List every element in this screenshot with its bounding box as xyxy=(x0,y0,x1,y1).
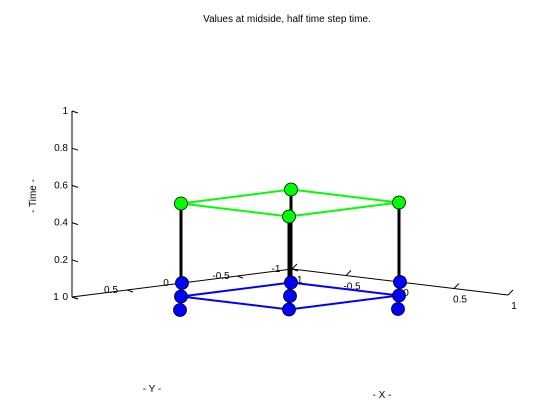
x-tick-label: -1 xyxy=(294,275,303,286)
x-axis-label: - X - xyxy=(373,390,392,401)
x-tick xyxy=(345,270,352,276)
z-tick-label: 0.6 xyxy=(54,180,68,191)
base-point xyxy=(392,288,406,303)
z-tick-label: 0.8 xyxy=(54,143,68,154)
x-tick-label: -0.5 xyxy=(343,282,361,293)
x-tick-label: 0.5 xyxy=(453,295,467,306)
base-point xyxy=(173,303,187,317)
y-tick-label: -1 xyxy=(272,264,281,275)
x-tick xyxy=(453,283,460,289)
x-tick-label: 0 xyxy=(403,288,409,299)
base-point xyxy=(174,289,188,304)
top-point xyxy=(284,182,298,197)
y-tick-label: 0.5 xyxy=(104,285,118,296)
y-tick xyxy=(236,275,244,279)
base-point xyxy=(282,302,296,317)
base-point xyxy=(283,289,297,303)
y-tick xyxy=(291,268,299,272)
x-tick-label: 1 xyxy=(511,301,517,312)
y-axis-label: - Y - xyxy=(143,384,162,395)
x-tick xyxy=(291,263,298,270)
z-axis-label: - Time - xyxy=(28,179,39,213)
chart-title: Values at midside, half time step time. xyxy=(203,14,371,25)
z-tick-label: 1 xyxy=(62,106,68,117)
top-point xyxy=(392,195,406,210)
z-tick xyxy=(71,110,79,114)
z-tick xyxy=(71,259,79,263)
base-point xyxy=(284,275,298,290)
base-point xyxy=(175,276,189,290)
base-point xyxy=(393,275,407,289)
z-tick-label: 0 xyxy=(62,292,68,303)
z-tick xyxy=(71,222,79,226)
y-tick-label: 1 xyxy=(53,292,59,303)
y-tick-label: -0.5 xyxy=(212,271,230,282)
x-tick xyxy=(507,289,514,296)
top-point xyxy=(282,209,296,224)
points xyxy=(173,182,407,317)
base-point xyxy=(391,302,405,316)
z-tick xyxy=(71,147,79,151)
top-point xyxy=(174,196,188,211)
y-tick-label: 0 xyxy=(163,278,169,289)
z-tick xyxy=(71,184,79,188)
z-tick-label: 0.2 xyxy=(54,255,68,266)
y-tick xyxy=(126,289,134,293)
z-tick xyxy=(71,296,79,300)
z-tick-label: 0.4 xyxy=(54,218,68,229)
